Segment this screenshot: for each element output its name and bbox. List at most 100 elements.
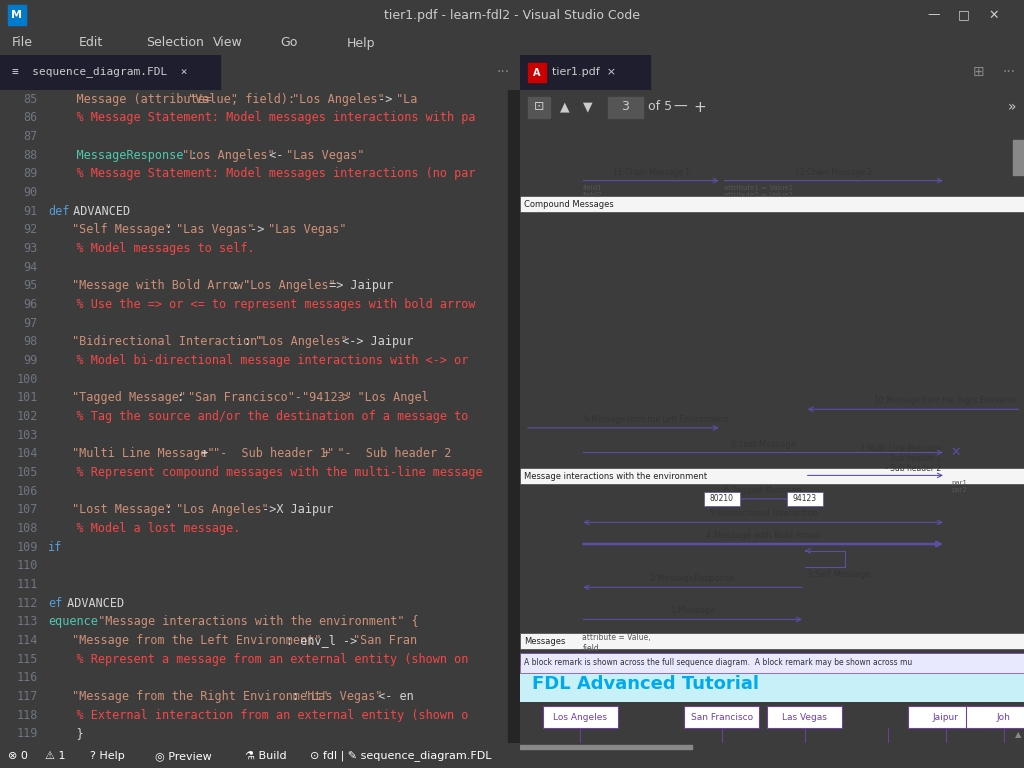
Bar: [508, 90, 520, 743]
Text: <-: <-: [261, 149, 290, 162]
Text: 86: 86: [24, 111, 38, 124]
Text: "Message interactions with the environment" {: "Message interactions with the environme…: [91, 615, 419, 628]
Text: ▼: ▼: [584, 101, 593, 114]
Text: ▲: ▲: [560, 101, 569, 114]
Text: % Tag the source and/or the destination of a message to: % Tag the source and/or the destination …: [48, 410, 468, 423]
Text: 94: 94: [24, 261, 38, 273]
Text: A block remark is shown across the full sequence diagram.  A block remark may be: A block remark is shown across the full …: [524, 658, 912, 667]
Text: 91: 91: [24, 205, 38, 218]
Text: Edit: Edit: [79, 37, 103, 49]
Text: 3:Self Message: 3:Self Message: [807, 570, 870, 579]
Text: Message interactions with the environment: Message interactions with the environmen…: [524, 472, 708, 481]
Text: 114: 114: [16, 634, 38, 647]
Text: +: +: [693, 100, 707, 114]
Text: ···: ···: [1002, 65, 1016, 79]
Text: "Message with Bold Arrow": "Message with Bold Arrow": [73, 280, 251, 293]
Text: ->: ->: [244, 223, 271, 237]
Text: ADVANCED: ADVANCED: [60, 597, 124, 610]
Bar: [0, 55, 220, 90]
Text: "Los Angeles": "Los Angeles": [255, 336, 348, 349]
Text: ? Help: ? Help: [90, 751, 125, 761]
Text: ef: ef: [48, 597, 62, 610]
Text: + "-  Sub header 2: + "- Sub header 2: [316, 447, 452, 460]
Text: :: :: [158, 223, 179, 237]
Text: 95: 95: [24, 280, 38, 293]
Text: 111: 111: [16, 578, 38, 591]
Text: if: if: [48, 541, 62, 554]
Bar: [520, 55, 650, 90]
Text: 108: 108: [16, 522, 38, 535]
Text: 115: 115: [16, 653, 38, 666]
Text: of 5: of 5: [648, 101, 672, 114]
Text: Help: Help: [347, 37, 376, 49]
Text: "La: "La: [395, 93, 417, 106]
Text: 116: 116: [16, 671, 38, 684]
Text: -> "Los Angel: -> "Los Angel: [329, 392, 428, 404]
Text: 94123: 94123: [793, 495, 817, 503]
Text: 104: 104: [16, 447, 38, 460]
Text: "Multi Line Message": "Multi Line Message": [73, 447, 215, 460]
Text: Go: Go: [280, 37, 297, 49]
Text: View: View: [213, 37, 243, 49]
Text: 101: 101: [16, 392, 38, 404]
Text: □: □: [958, 8, 970, 22]
Text: 107: 107: [16, 503, 38, 516]
Text: "Las Vegas": "Las Vegas": [176, 223, 255, 237]
Text: 9:Message from the Left Environment: 9:Message from the Left Environment: [584, 415, 728, 424]
Text: ->: ->: [372, 93, 399, 106]
Text: % Model a lost message.: % Model a lost message.: [48, 522, 241, 535]
Text: ⊡: ⊡: [534, 101, 544, 114]
Text: "San Fran: "San Fran: [353, 634, 417, 647]
Text: 100: 100: [16, 372, 38, 386]
Text: 89: 89: [24, 167, 38, 180]
Bar: [767, 706, 843, 728]
Text: 113: 113: [16, 615, 38, 628]
Text: 11:Chain Message 1: 11:Chain Message 1: [612, 167, 689, 177]
Text: "Las Vegas": "Las Vegas": [304, 690, 383, 703]
Text: ···: ···: [497, 65, 510, 79]
Bar: [528, 63, 546, 82]
Text: "-  Sub header 1": "- Sub header 1": [213, 447, 334, 460]
Text: "Los Angeles": "Los Angeles": [244, 280, 336, 293]
Text: "Las Vegas": "Las Vegas": [286, 149, 365, 162]
Text: FDL Advanced Tutorial: FDL Advanced Tutorial: [532, 675, 759, 694]
Text: "Las Vegas": "Las Vegas": [267, 223, 346, 237]
Text: :: :: [158, 503, 179, 516]
Text: M: M: [11, 10, 23, 20]
Text: 93: 93: [24, 242, 38, 255]
Bar: [8, 5, 26, 25]
Text: 99: 99: [24, 354, 38, 367]
Text: 87: 87: [24, 130, 38, 143]
Text: 10:Message from the Right Environm: 10:Message from the Right Environm: [873, 396, 1017, 406]
Text: 117: 117: [16, 690, 38, 703]
Bar: [520, 653, 1024, 673]
Bar: [520, 745, 692, 749]
Text: , field):: , field):: [231, 93, 302, 106]
Text: "Los Angeles": "Los Angeles": [176, 503, 268, 516]
Text: 1:Message: 1:Message: [670, 607, 715, 615]
Text: :: :: [170, 392, 191, 404]
Text: tier1.pdf - learn-fdl2 - Visual Studio Code: tier1.pdf - learn-fdl2 - Visual Studio C…: [384, 8, 640, 22]
Text: def: def: [48, 205, 70, 218]
Text: ✕: ✕: [989, 8, 999, 22]
Text: 105: 105: [16, 466, 38, 479]
Text: ADVANCED: ADVANCED: [67, 205, 130, 218]
Text: <-> Jaipur: <-> Jaipur: [335, 336, 413, 349]
Bar: [703, 492, 739, 506]
Text: 109: 109: [16, 541, 38, 554]
Text: File: File: [12, 37, 33, 49]
Text: % Represent a message from an external entity (shown on: % Represent a message from an external e…: [48, 653, 468, 666]
Text: 4:Message with Bold Arrow: 4:Message with Bold Arrow: [707, 531, 820, 540]
Text: 80210: 80210: [710, 495, 733, 503]
Bar: [528, 97, 550, 118]
Text: % Model messages to self.: % Model messages to self.: [48, 242, 255, 255]
Text: ✕: ✕: [951, 446, 962, 459]
Text: Message (attribute=: Message (attribute=: [48, 93, 212, 106]
Text: 92: 92: [24, 223, 38, 237]
Text: % Represent compound messages with the multi-line message: % Represent compound messages with the m…: [48, 466, 482, 479]
Text: % Message Statement: Model messages interactions with pa: % Message Statement: Model messages inte…: [48, 111, 475, 124]
Text: field1
field2: field1 field2: [583, 184, 602, 197]
Text: Messages: Messages: [524, 637, 565, 646]
Text: 3: 3: [622, 101, 629, 114]
Text: % External interaction from an external entity (shown o: % External interaction from an external …: [48, 709, 468, 721]
